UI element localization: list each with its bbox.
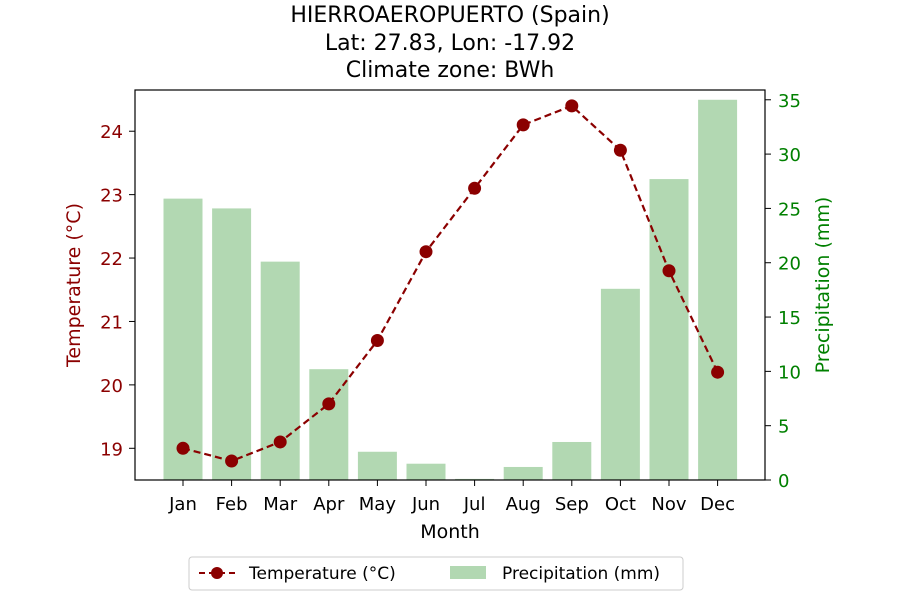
- temperature-point: [273, 435, 287, 449]
- left-tick-label: 23: [100, 186, 123, 207]
- temperature-point: [662, 264, 676, 278]
- temperature-point: [565, 99, 579, 113]
- legend-temperature-label: Temperature (°C): [248, 564, 396, 584]
- right-tick-label: 10: [778, 362, 801, 383]
- precipitation-bar: [357, 451, 397, 480]
- precipitation-bar: [698, 99, 738, 480]
- x-tick-label: Dec: [700, 494, 735, 515]
- precipitation-bar: [309, 369, 349, 480]
- left-axis: 19 20 21 22 23 24: [100, 122, 135, 460]
- temperature-point: [468, 181, 482, 195]
- title-line-3: Climate zone: BWh: [346, 58, 555, 83]
- title-line-1: HIERROAEROPUERTO (Spain): [290, 3, 609, 28]
- temperature-point: [516, 118, 530, 132]
- title-line-2: Lat: 27.83, Lon: -17.92: [325, 31, 575, 56]
- right-tick-label: 25: [778, 199, 801, 220]
- left-tick-label: 20: [100, 376, 123, 397]
- precipitation-bar: [212, 208, 252, 480]
- left-tick-label: 21: [100, 312, 123, 333]
- right-tick-label: 30: [778, 145, 801, 166]
- y-axis-label-right: Precipitation (mm): [812, 197, 834, 374]
- right-tick-label: 20: [778, 254, 801, 275]
- x-tick-label: Jan: [168, 494, 197, 515]
- y-axis-label-left: Temperature (°C): [63, 203, 85, 368]
- x-tick-label: Nov: [651, 494, 686, 515]
- chart-title: HIERROAEROPUERTO (Spain) Lat: 27.83, Lon…: [290, 3, 609, 83]
- right-tick-label: 35: [778, 91, 801, 112]
- legend-bar-swatch: [450, 566, 486, 579]
- legend-box: [188, 556, 684, 591]
- temperature-line: [182, 104, 719, 463]
- temperature-point: [370, 333, 384, 347]
- legend-precipitation: Precipitation (mm): [450, 564, 660, 584]
- precipitation-bar: [552, 441, 592, 480]
- temperature-point: [225, 454, 239, 468]
- temperature-point: [322, 397, 336, 411]
- x-tick-label: Mar: [263, 494, 298, 515]
- x-tick-label: Oct: [605, 494, 636, 515]
- x-axis-label: Month: [420, 521, 480, 543]
- x-tick-label: May: [359, 494, 397, 515]
- precipitation-bar: [649, 179, 689, 480]
- temperature-series: [176, 99, 725, 468]
- x-tick-label: Jul: [463, 494, 486, 515]
- temperature-point: [613, 143, 627, 157]
- right-tick-label: 0: [778, 471, 789, 492]
- right-tick-label: 5: [778, 417, 789, 438]
- x-tick-label: Jun: [411, 494, 440, 515]
- x-tick-label: Aug: [506, 494, 541, 515]
- x-axis: Jan Feb Mar Apr May Jun Jul Aug Sep Oct Nov Dec: [168, 480, 735, 515]
- right-axis: 0 5 10 15 20 25 30 35: [765, 91, 801, 492]
- precipitation-bar: [600, 288, 640, 480]
- x-tick-label: Sep: [555, 494, 589, 515]
- temperature-point: [419, 245, 433, 259]
- x-tick-label: Apr: [313, 494, 345, 515]
- precipitation-bar: [406, 463, 446, 480]
- left-tick-label: 24: [100, 122, 123, 143]
- temperature-point: [176, 441, 190, 455]
- legend-precipitation-label: Precipitation (mm): [502, 564, 660, 584]
- legend: Temperature (°C) Precipitation (mm): [188, 556, 684, 591]
- plot-frame: [134, 89, 766, 481]
- left-tick-label: 19: [100, 439, 123, 460]
- precipitation-bar: [163, 198, 203, 480]
- temperature-point: [711, 365, 725, 379]
- precipitation-bar: [503, 466, 543, 480]
- legend-temperature: Temperature (°C): [199, 564, 396, 584]
- legend-marker-swatch: [211, 567, 223, 579]
- right-tick-label: 15: [778, 308, 801, 329]
- left-tick-label: 22: [100, 249, 123, 270]
- x-tick-label: Feb: [216, 494, 248, 515]
- precipitation-bars: [163, 99, 738, 480]
